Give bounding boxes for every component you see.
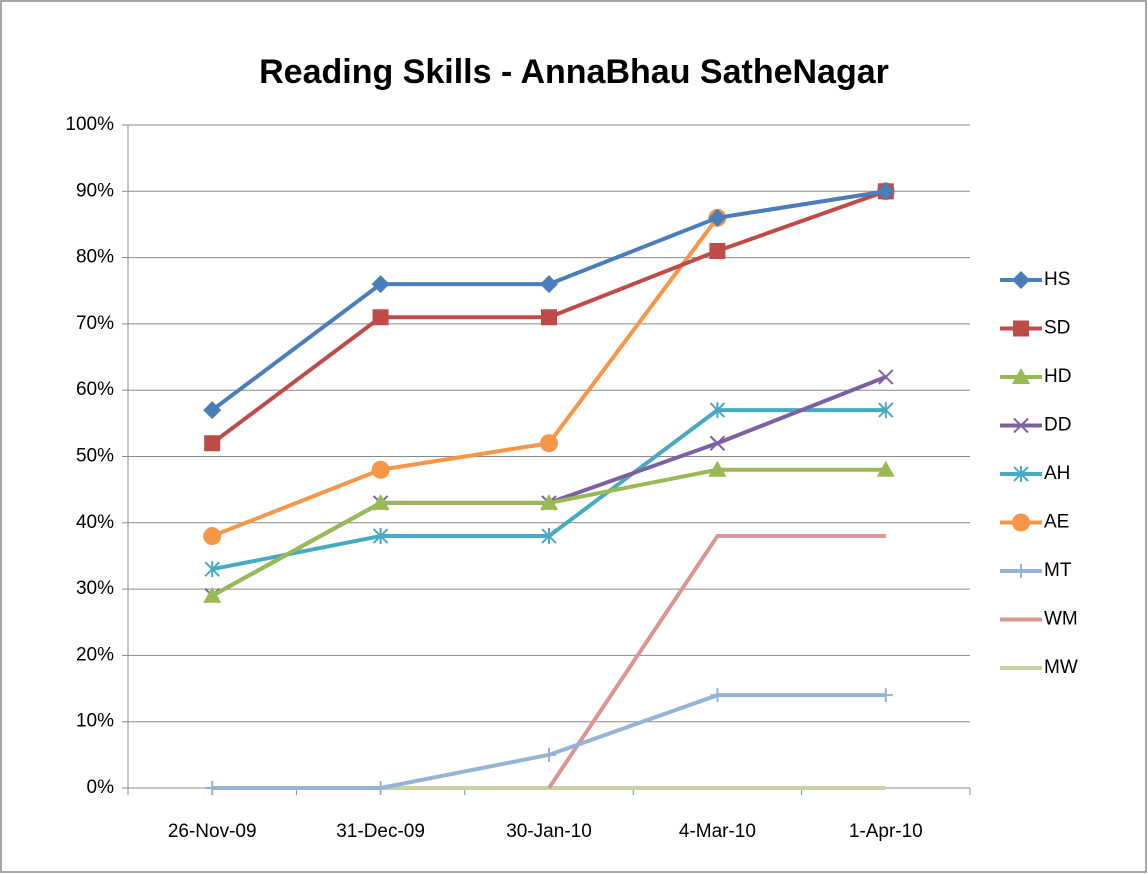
x-tick-label: 26-Nov-09	[168, 821, 257, 842]
marker	[1013, 417, 1029, 434]
legend-label: AE	[1044, 512, 1069, 533]
marker	[541, 309, 557, 326]
marker	[1013, 320, 1029, 337]
marker	[709, 402, 726, 419]
y-tick-label: 30%	[76, 578, 114, 599]
marker	[540, 275, 558, 294]
y-tick-label: 80%	[76, 247, 114, 268]
legend-label: AH	[1044, 463, 1070, 484]
legend-label: DD	[1044, 415, 1071, 436]
legend-label: WM	[1044, 609, 1078, 630]
marker	[371, 493, 390, 510]
legend-label: HD	[1044, 366, 1071, 387]
marker	[372, 309, 389, 326]
marker	[709, 435, 726, 451]
chart-title: Reading Skills - AnnaBhau SatheNagar	[259, 53, 889, 91]
marker	[203, 586, 222, 603]
marker	[542, 747, 556, 762]
y-tick-label: 90%	[76, 180, 114, 201]
marker	[204, 561, 220, 578]
y-tick-label: 10%	[76, 711, 114, 732]
legend-label: HS	[1044, 269, 1070, 290]
x-tick-label: 1-Apr-10	[849, 821, 923, 842]
y-tick-label: 20%	[76, 644, 114, 665]
x-tick-label: 30-Jan-10	[506, 821, 592, 842]
y-tick-label: 50%	[76, 446, 114, 467]
legend-label: MT	[1044, 560, 1072, 581]
legend-label: MW	[1044, 657, 1078, 678]
marker	[876, 460, 895, 477]
x-tick-label: 4-Mar-10	[679, 821, 756, 842]
marker	[1014, 564, 1028, 578]
y-tick-label: 40%	[76, 512, 114, 533]
marker	[709, 242, 726, 259]
marker	[371, 460, 390, 479]
marker	[708, 208, 727, 227]
y-tick-label: 0%	[87, 777, 115, 798]
marker	[1012, 368, 1030, 384]
marker	[203, 527, 222, 546]
x-tick-label: 31-Dec-09	[336, 821, 425, 842]
y-tick-label: 100%	[65, 114, 114, 135]
marker	[371, 275, 390, 294]
marker	[373, 781, 388, 795]
marker	[540, 434, 558, 453]
marker	[878, 369, 894, 385]
series-line	[547, 534, 886, 790]
marker	[710, 688, 725, 703]
y-tick-label: 60%	[76, 379, 114, 400]
marker	[876, 182, 895, 201]
marker	[708, 460, 727, 477]
legend-label: SD	[1044, 318, 1070, 339]
marker	[878, 402, 894, 419]
marker	[1012, 513, 1030, 532]
marker	[1013, 466, 1029, 482]
marker	[1012, 271, 1030, 289]
marker	[204, 435, 221, 452]
marker	[540, 493, 558, 510]
marker	[541, 528, 557, 545]
marker	[878, 688, 893, 703]
marker	[205, 781, 220, 795]
marker	[203, 401, 222, 420]
y-tick-label: 70%	[76, 313, 114, 334]
marker	[372, 528, 389, 545]
